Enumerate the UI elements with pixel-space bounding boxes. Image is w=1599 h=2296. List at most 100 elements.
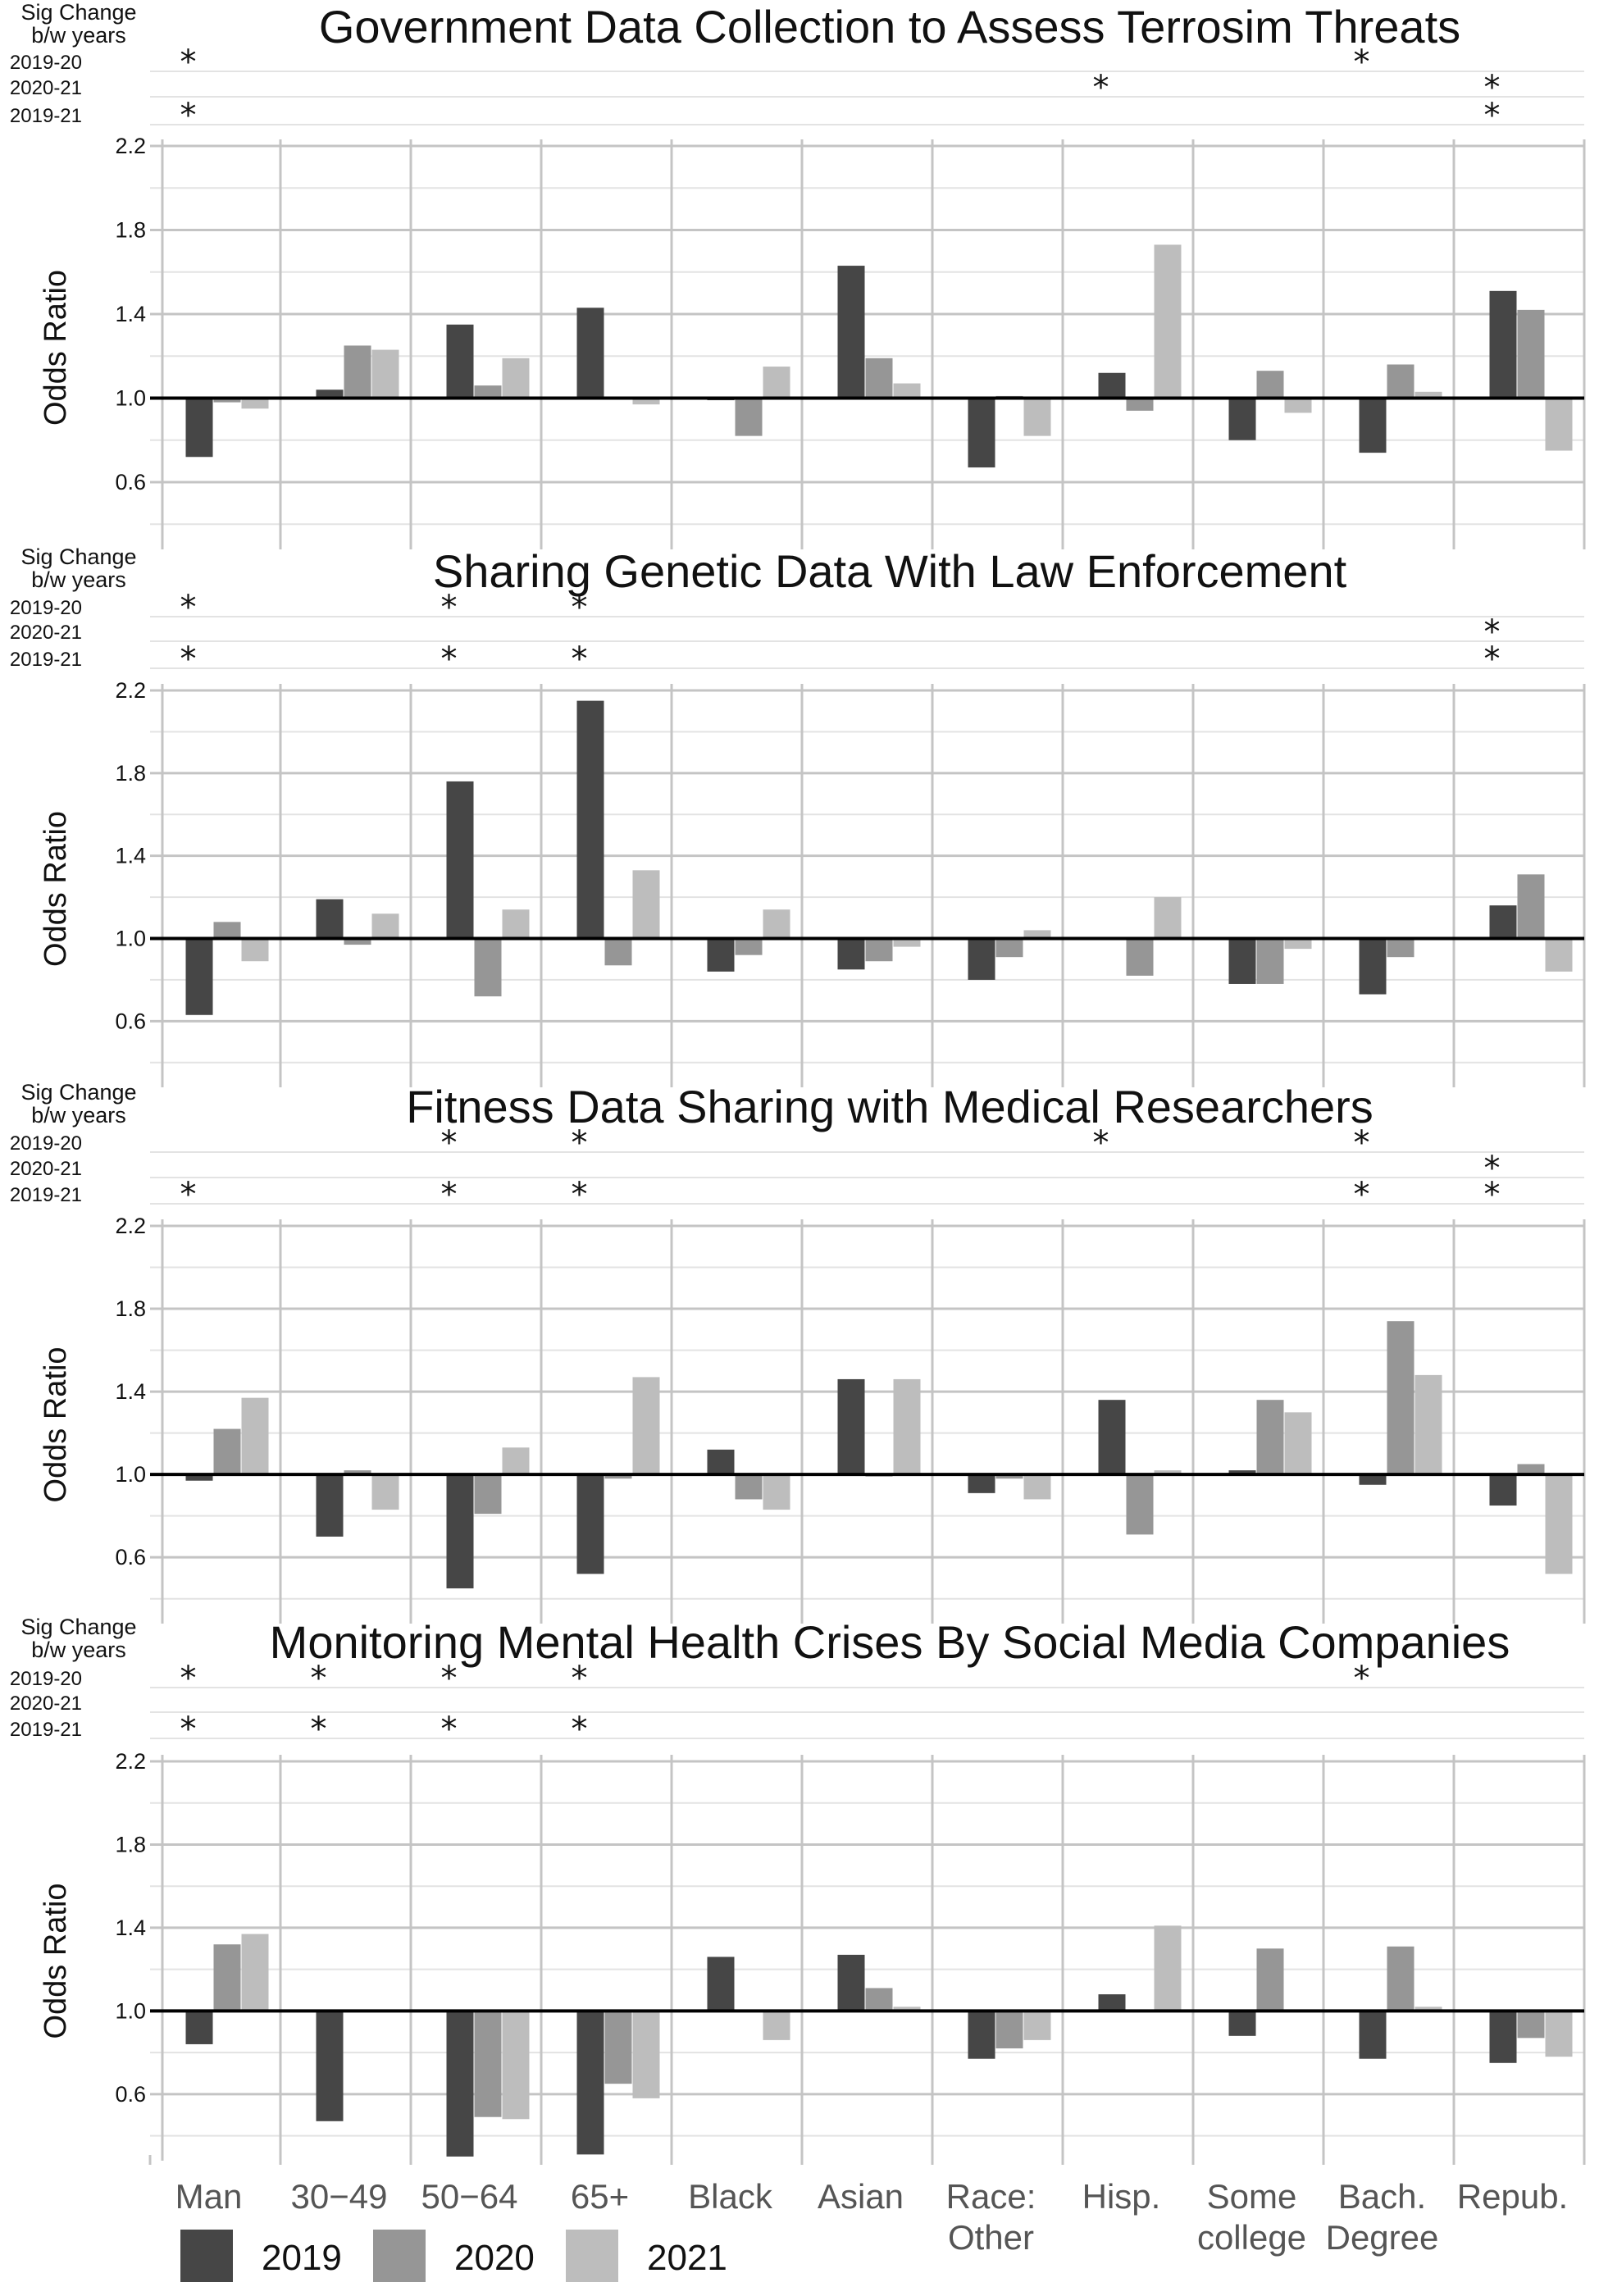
- bar-2020-50−64: [474, 1474, 502, 1515]
- bar-2020-Asian: [865, 938, 893, 962]
- bar-2019-Race: Other: [968, 1474, 995, 1493]
- sig-asterisk: *: [441, 1124, 458, 1162]
- x-category-label: Degree: [1326, 2218, 1439, 2257]
- bar-2021-Repub.: [1545, 1474, 1573, 1574]
- bar-2021-Race: Other: [1023, 398, 1051, 436]
- bar-2020-Race: Other: [995, 1474, 1023, 1479]
- y-tick-label: 1.4: [115, 1379, 146, 1404]
- legend-swatch-2020: [373, 2230, 426, 2282]
- bar-2020-30−49: [344, 938, 371, 945]
- chart-panels: Government Data Collection to Assess Ter…: [10, 0, 1586, 2161]
- panel-title: Fitness Data Sharing with Medical Resear…: [406, 1081, 1374, 1132]
- sig-asterisk: *: [572, 1660, 588, 1697]
- y-tick-label: 1.8: [115, 761, 146, 786]
- legend-label-2021: 2021: [647, 2238, 727, 2278]
- sig-asterisk: *: [180, 97, 197, 134]
- sig-row-label: 2020-21: [10, 1692, 82, 1715]
- bar-2019-30−49: [316, 899, 344, 939]
- bar-2020-Repub.: [1517, 874, 1545, 939]
- y-tick-label: 2.2: [115, 1749, 146, 1774]
- bar-2021-Black: [763, 2011, 790, 2040]
- bar-2020-Hisp.: [1126, 1474, 1154, 1535]
- y-tick-label: 2.2: [115, 1214, 146, 1238]
- bar-2019-30−49: [316, 2011, 344, 2121]
- panel-4: Monitoring Mental Health Crises By Socia…: [10, 1615, 1586, 2161]
- bar-2021-Man: [241, 938, 269, 962]
- bar-2021-Man: [241, 1397, 269, 1475]
- bar-2021-Bach. Degree: [1414, 391, 1442, 399]
- sig-asterisk: *: [1484, 1150, 1501, 1187]
- y-axis-label: Odds Ratio: [39, 811, 73, 967]
- sig-row-label: 2020-21: [10, 1158, 82, 1180]
- x-category-label: Hisp.: [1082, 2177, 1161, 2216]
- legend-label-2019: 2019: [262, 2238, 342, 2278]
- bar-2021-Asian: [893, 383, 921, 399]
- sig-asterisk: *: [441, 589, 458, 626]
- bar-2020-Repub.: [1517, 1464, 1545, 1475]
- bar-2021-Some college: [1284, 398, 1312, 413]
- bar-2020-65+: [604, 1474, 632, 1479]
- bar-2019-Some college: [1228, 1470, 1256, 1475]
- sig-row-label: 2020-21: [10, 77, 82, 99]
- y-tick-label: 1.4: [115, 1916, 146, 1940]
- bar-2019-30−49: [316, 390, 344, 399]
- bar-2019-50−64: [446, 1474, 474, 1589]
- bar-2020-Repub.: [1517, 309, 1545, 399]
- bar-2019-Repub.: [1489, 905, 1517, 939]
- sig-row-label: 2020-21: [10, 622, 82, 644]
- bar-2019-Some college: [1228, 2011, 1256, 2036]
- bar-2019-Race: Other: [968, 2011, 995, 2059]
- sig-asterisk: *: [1354, 1124, 1370, 1162]
- sig-asterisk: *: [1484, 1176, 1501, 1214]
- sig-asterisk: *: [180, 43, 197, 81]
- bar-2021-65+: [632, 870, 660, 939]
- bar-2020-Black: [735, 938, 763, 955]
- bar-2019-Black: [707, 1957, 735, 2011]
- bar-2020-Black: [735, 398, 763, 436]
- bar-2020-Some college: [1256, 371, 1284, 399]
- bar-2019-Asian: [837, 938, 865, 970]
- bar-2019-Bach. Degree: [1359, 398, 1387, 453]
- bar-2021-Some college: [1284, 1412, 1312, 1475]
- bar-2019-Black: [707, 1449, 735, 1475]
- bar-2020-Some college: [1256, 1400, 1284, 1475]
- bar-2019-50−64: [446, 2011, 474, 2157]
- x-category-label: Asian: [818, 2177, 904, 2216]
- bar-2020-Bach. Degree: [1387, 1946, 1414, 2011]
- bar-2019-Bach. Degree: [1359, 2011, 1387, 2059]
- y-tick-label: 1.8: [115, 218, 146, 243]
- bar-2019-Man: [185, 398, 213, 458]
- y-tick-label: 1.0: [115, 1462, 146, 1487]
- bar-2019-65+: [576, 700, 604, 939]
- x-category-label: Bach.: [1338, 2177, 1426, 2216]
- sig-asterisk: *: [180, 640, 197, 678]
- bar-2020-50−64: [474, 2011, 502, 2117]
- bar-2021-65+: [632, 398, 660, 405]
- bar-2019-Hisp.: [1098, 1994, 1126, 2011]
- sig-change-header: Sig Change: [20, 1615, 136, 1639]
- bar-2021-Asian: [893, 2007, 921, 2011]
- bar-2021-Bach. Degree: [1414, 1374, 1442, 1475]
- sig-change-header: Sig Change: [20, 544, 136, 569]
- bar-2020-Man: [213, 922, 241, 939]
- sig-asterisk: *: [441, 640, 458, 678]
- sig-change-header: b/w years: [31, 23, 126, 48]
- sig-asterisk: *: [180, 1711, 197, 1748]
- y-tick-label: 0.6: [115, 1009, 146, 1033]
- sig-row-label: 2019-20: [10, 52, 82, 74]
- bar-2019-30−49: [316, 1474, 344, 1537]
- sig-change-header: b/w years: [31, 1103, 126, 1128]
- x-category-label: Some: [1207, 2177, 1297, 2216]
- bar-2019-Asian: [837, 266, 865, 399]
- y-tick-label: 1.0: [115, 927, 146, 951]
- bar-2019-Man: [185, 2011, 213, 2044]
- bar-2020-Asian: [865, 1988, 893, 2011]
- sig-change-header: Sig Change: [20, 1080, 136, 1105]
- sig-asterisk: *: [441, 1176, 458, 1214]
- panel-2: Sharing Genetic Data With Law Enforcemen…: [10, 544, 1586, 1087]
- bar-2019-Bach. Degree: [1359, 1474, 1387, 1485]
- legend-swatch-2019: [180, 2230, 233, 2282]
- sig-asterisk: *: [441, 1660, 458, 1697]
- bar-2019-Black: [707, 938, 735, 972]
